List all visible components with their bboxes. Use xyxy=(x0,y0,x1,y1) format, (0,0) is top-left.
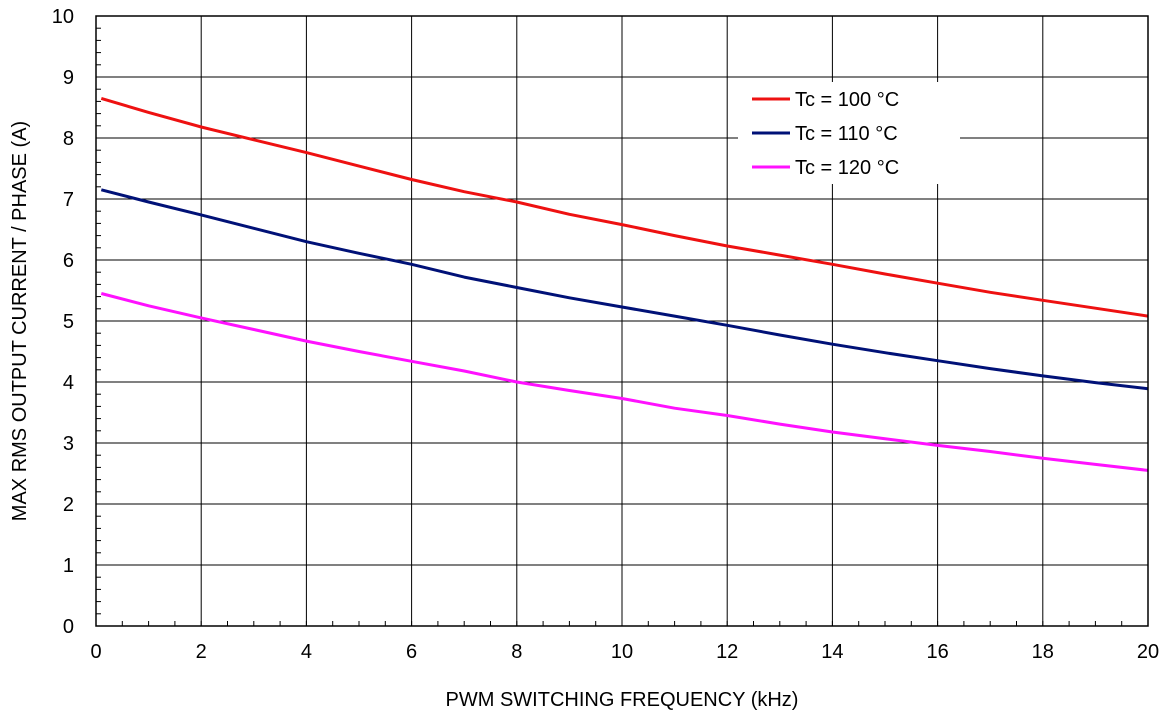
y-tick-label: 3 xyxy=(63,433,74,455)
legend-label-1: Tc = 100 °C xyxy=(795,89,899,111)
y-tick-label: 10 xyxy=(52,6,74,28)
y-tick-label: 9 xyxy=(63,67,74,89)
plot-frame xyxy=(95,15,1149,627)
y-tick-label: 0 xyxy=(63,616,74,638)
series-line-3 xyxy=(100,292,1149,472)
series-line-2 xyxy=(100,188,1149,391)
y-tick-label: 7 xyxy=(63,189,74,211)
x-tick-label: 14 xyxy=(821,641,843,663)
x-axis-title: PWM SWITCHING FREQUENCY (kHz) xyxy=(446,689,799,711)
y-tick-label: 2 xyxy=(63,494,74,516)
x-tick-label: 16 xyxy=(926,641,948,663)
x-tick-label: 12 xyxy=(716,641,738,663)
y-tick-label: 5 xyxy=(63,311,74,333)
grid xyxy=(95,15,1149,627)
y-tick-label: 8 xyxy=(63,128,74,150)
legend-label-3: Tc = 120 °C xyxy=(795,157,899,179)
series-lines xyxy=(100,96,1149,472)
y-tick-label: 6 xyxy=(63,250,74,272)
x-tick-label: 20 xyxy=(1137,641,1159,663)
x-tick-label: 18 xyxy=(1032,641,1054,663)
x-tick-label: 4 xyxy=(301,641,312,663)
legend: Tc = 100 °C Tc = 110 °C Tc = 120 °C xyxy=(738,82,960,184)
y-tick-label: 1 xyxy=(63,555,74,577)
y-tick-labels: 0 1 2 3 4 5 6 7 8 9 10 xyxy=(52,6,74,638)
x-tick-label: 10 xyxy=(611,641,633,663)
y-tick-label: 4 xyxy=(63,372,74,394)
x-tick-label: 0 xyxy=(90,641,101,663)
x-tick-label: 8 xyxy=(511,641,522,663)
series-line-1 xyxy=(100,96,1149,318)
x-tick-label: 6 xyxy=(406,641,417,663)
x-tick-labels: 0 2 4 6 8 10 12 14 16 18 20 xyxy=(90,641,1159,663)
legend-label-2: Tc = 110 °C xyxy=(795,123,898,145)
y-axis-title: MAX RMS OUTPUT CURRENT / PHASE (A) xyxy=(9,121,31,521)
x-tick-label: 2 xyxy=(196,641,207,663)
